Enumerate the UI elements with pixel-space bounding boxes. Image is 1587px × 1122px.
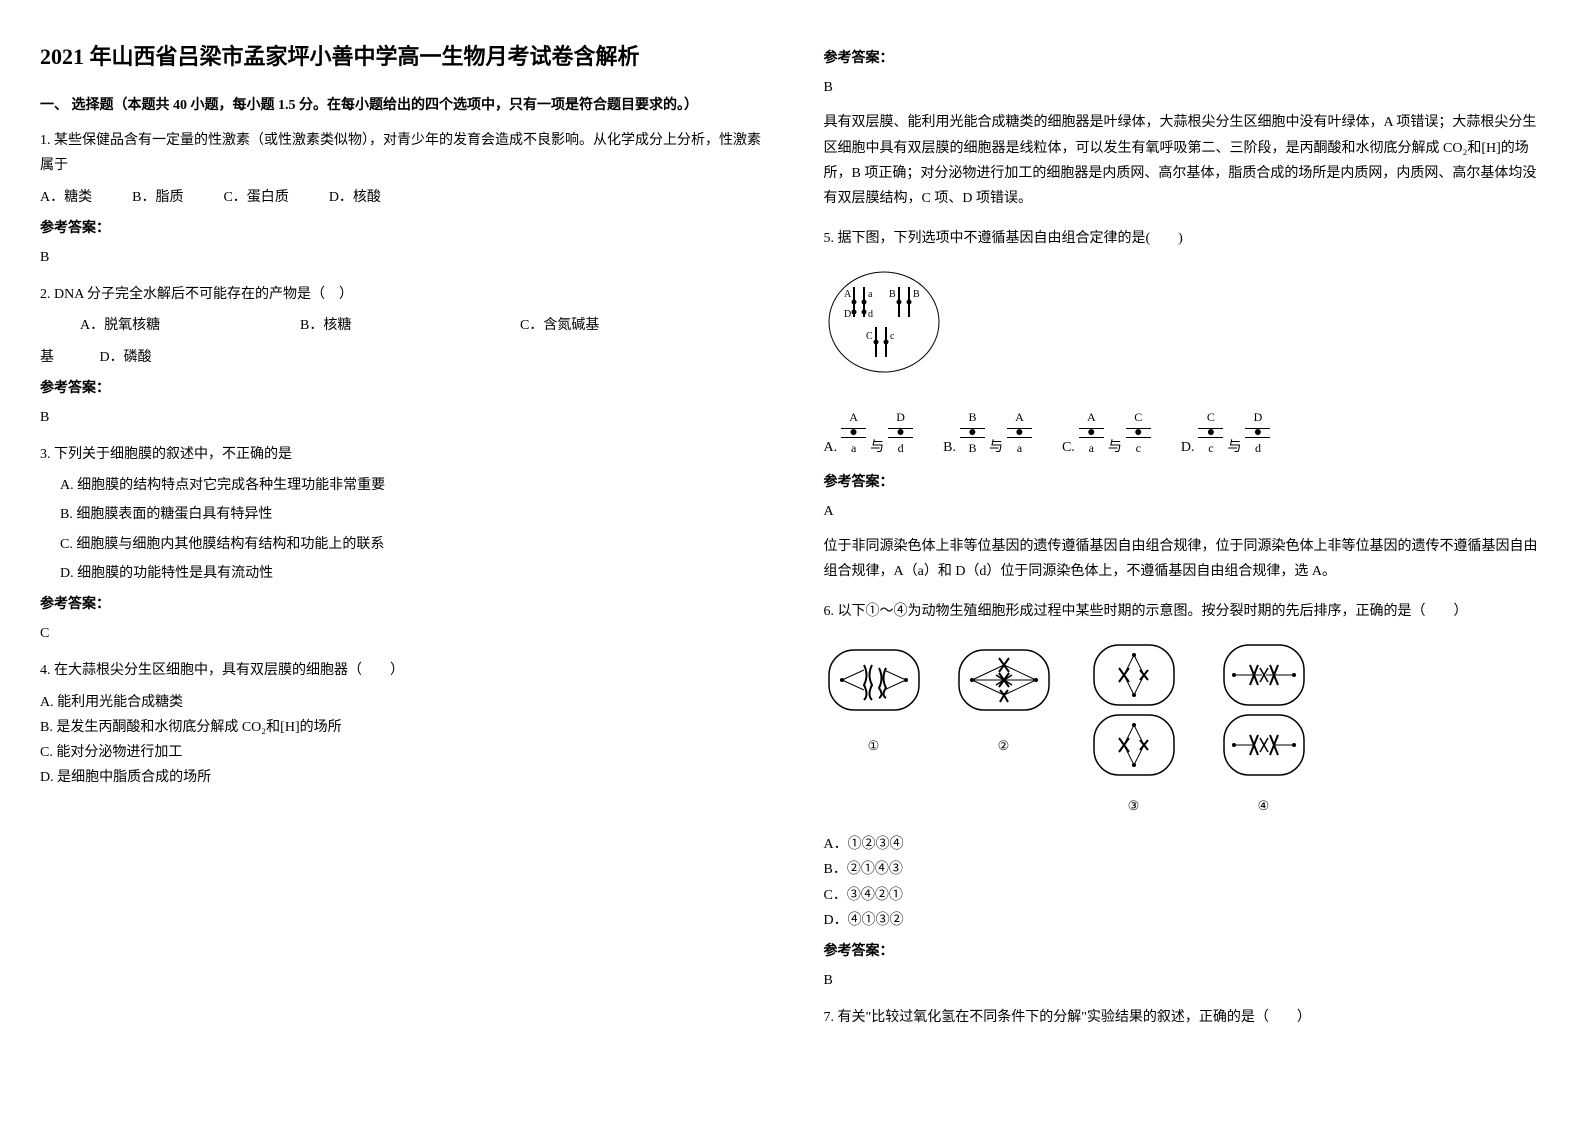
q2-options-row2: 基 D．磷酸 <box>40 345 764 370</box>
svg-text:c: c <box>890 331 895 342</box>
q5-labelD: D. <box>1181 435 1195 460</box>
q5-optB: B. B ● B 与 A ● a <box>943 407 1032 460</box>
q2-optC-suffix: 基 <box>40 350 96 365</box>
q3-answer: C <box>40 621 764 646</box>
svg-text:C: C <box>866 331 873 342</box>
q5-text: 5. 据下图，下列选项中不遵循基因自由组合定律的是( ) <box>824 226 1548 251</box>
q2-answer: B <box>40 405 764 430</box>
q4-optD: D. 是细胞中脂质合成的场所 <box>40 765 764 790</box>
q2-optB: B．核糖 <box>300 313 480 338</box>
page-title: 2021 年山西省吕梁市孟家坪小善中学高一生物月考试卷含解析 <box>40 40 764 73</box>
q2-optC: C．含氮碱基 <box>520 313 599 338</box>
q5-optA: A. A ● a 与 D ● d <box>824 407 914 460</box>
q5-answer-label: 参考答案： <box>824 470 1548 495</box>
q6-optD: D．④①③② <box>824 908 1548 933</box>
q4-answer-label: 参考答案： <box>824 46 1548 71</box>
q3-answer-label: 参考答案： <box>40 592 764 617</box>
q1-options: A．糖类 B．脂质 C．蛋白质 D．核酸 <box>40 185 764 210</box>
q4-optA: A. 能利用光能合成糖类 <box>40 690 764 715</box>
question-1: 1. 某些保健品含有一定量的性激素（或性激素类似物），对青少年的发育会造成不良影… <box>40 128 764 270</box>
q5-labelC: C. <box>1062 435 1075 460</box>
svg-text:D: D <box>844 309 851 320</box>
q6-text: 6. 以下①～④为动物生殖细胞形成过程中某些时期的示意图。按分裂时期的先后排序，… <box>824 599 1548 624</box>
q5-answer: A <box>824 499 1548 524</box>
q3-text: 3. 下列关于细胞膜的叙述中，不正确的是 <box>40 442 764 467</box>
q1-optA: A．糖类 <box>40 185 92 210</box>
q2-answer-label: 参考答案： <box>40 376 764 401</box>
q1-optB: B．脂质 <box>132 185 183 210</box>
q4-text: 4. 在大蒜根尖分生区细胞中，具有双层膜的细胞器（ ） <box>40 658 764 683</box>
q2-optD: D．磷酸 <box>100 350 152 365</box>
svg-text:A: A <box>844 289 852 300</box>
question-7: 7. 有关"比较过氧化氢在不同条件下的分解"实验结果的叙述，正确的是（ ） <box>824 1005 1548 1030</box>
q1-text: 1. 某些保健品含有一定量的性激素（或性激素类似物），对青少年的发育会造成不良影… <box>40 128 764 178</box>
q1-answer-label: 参考答案： <box>40 216 764 241</box>
q5-allele-options: A. A ● a 与 D ● d B. <box>824 407 1548 460</box>
q2-text: 2. DNA 分子完全水解后不可能存在的产物是（ ） <box>40 282 764 307</box>
question-5: 5. 据下图，下列选项中不遵循基因自由组合定律的是( ) A a D d <box>824 226 1548 584</box>
question-2: 2. DNA 分子完全水解后不可能存在的产物是（ ） A．脱氧核糖 B．核糖 C… <box>40 282 764 430</box>
svg-text:B: B <box>913 289 920 300</box>
q1-answer: B <box>40 245 764 270</box>
cell-1: ① <box>824 640 924 758</box>
q2-optA: A．脱氧核糖 <box>80 313 260 338</box>
cell-3: ③ <box>1084 640 1184 818</box>
q4-explanation: 具有双层膜、能利用光能合成糖类的细胞器是叶绿体，大蒜根尖分生区细胞中没有叶绿体，… <box>824 110 1548 211</box>
q3-optA: A. 细胞膜的结构特点对它完成各种生理功能非常重要 <box>60 473 764 498</box>
q5-labelB: B. <box>943 435 956 460</box>
cell-2-label: ② <box>954 734 1054 757</box>
cell-4: ④ <box>1214 640 1314 818</box>
question-6: 6. 以下①～④为动物生殖细胞形成过程中某些时期的示意图。按分裂时期的先后排序，… <box>824 599 1548 993</box>
cell-3-label: ③ <box>1084 794 1184 817</box>
right-column: 参考答案： B 具有双层膜、能利用光能合成糖类的细胞器是叶绿体，大蒜根尖分生区细… <box>824 40 1548 1043</box>
left-column: 2021 年山西省吕梁市孟家坪小善中学高一生物月考试卷含解析 一、 选择题（本题… <box>40 40 764 1043</box>
q5-optD: D. C ● c 与 D ● d <box>1181 407 1271 460</box>
q1-optD: D．核酸 <box>329 185 381 210</box>
q4-optB: B. 是发生丙酮酸和水彻底分解成 CO₂和[H]的场所 <box>40 715 764 740</box>
svg-text:B: B <box>889 289 896 300</box>
q6-optB: B．②①④③ <box>824 857 1548 882</box>
q1-optC: C．蛋白质 <box>223 185 288 210</box>
q3-optB: B. 细胞膜表面的糖蛋白具有特异性 <box>60 502 764 527</box>
q3-optD: D. 细胞膜的功能特性是具有流动性 <box>60 561 764 586</box>
q6-optA: A．①②③④ <box>824 832 1548 857</box>
question-3: 3. 下列关于细胞膜的叙述中，不正确的是 A. 细胞膜的结构特点对它完成各种生理… <box>40 442 764 646</box>
cell-2: ② <box>954 640 1054 758</box>
chromosome-diagram: A a D d B B C c <box>824 267 944 377</box>
q4-answer: B <box>824 75 1548 100</box>
question-4: 4. 在大蒜根尖分生区细胞中，具有双层膜的细胞器（ ） A. 能利用光能合成糖类… <box>40 658 764 790</box>
q5-optC: C. A ● a 与 C ● c <box>1062 407 1151 460</box>
q6-optC: C．③④②① <box>824 883 1548 908</box>
q5-labelA: A. <box>824 435 838 460</box>
cell-1-label: ① <box>824 734 924 757</box>
q6-cell-diagrams: ① <box>824 640 1548 818</box>
section-header: 一、 选择题（本题共 40 小题，每小题 1.5 分。在每小题给出的四个选项中，… <box>40 93 764 118</box>
q5-explanation: 位于非同源染色体上非等位基因的遗传遵循基因自由组合规律，位于同源染色体上非等位基… <box>824 534 1548 584</box>
q6-answer-label: 参考答案： <box>824 939 1548 964</box>
q3-optC: C. 细胞膜与细胞内其他膜结构有结构和功能上的联系 <box>60 532 764 557</box>
svg-text:a: a <box>868 289 873 300</box>
q7-text: 7. 有关"比较过氧化氢在不同条件下的分解"实验结果的叙述，正确的是（ ） <box>824 1005 1548 1030</box>
q3-options: A. 细胞膜的结构特点对它完成各种生理功能非常重要 B. 细胞膜表面的糖蛋白具有… <box>60 473 764 586</box>
q4-optC: C. 能对分泌物进行加工 <box>40 740 764 765</box>
q2-options-row1: A．脱氧核糖 B．核糖 C．含氮碱基 <box>80 313 764 338</box>
svg-text:d: d <box>868 309 873 320</box>
q6-answer: B <box>824 968 1548 993</box>
cell-4-label: ④ <box>1214 794 1314 817</box>
